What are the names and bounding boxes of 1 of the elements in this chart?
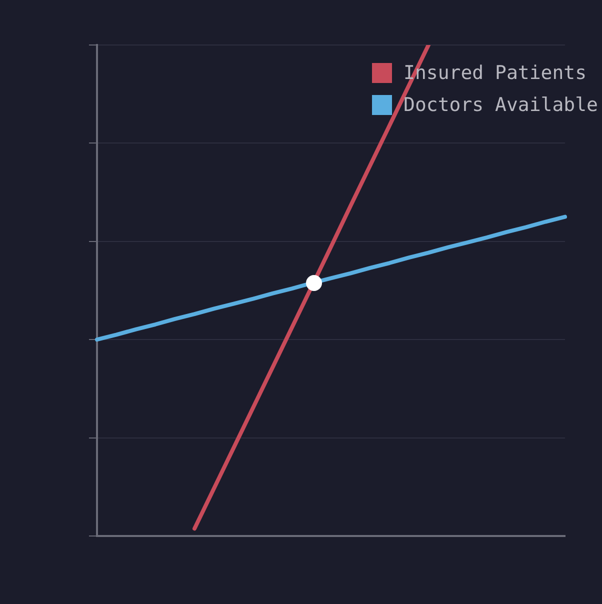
legend-label: Doctors Available: [404, 94, 598, 116]
